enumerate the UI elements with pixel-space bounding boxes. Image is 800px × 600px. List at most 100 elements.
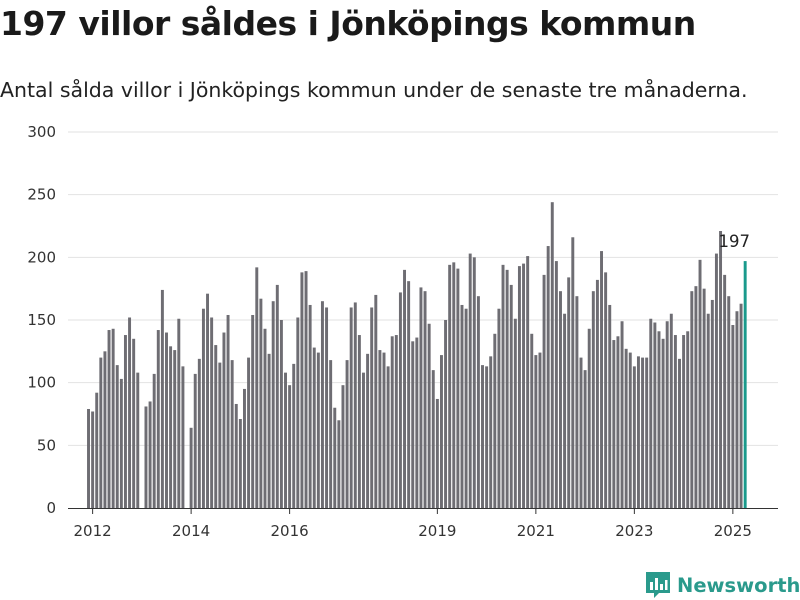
bar-chart: 0 50 100 150 200 250 300 2012 2014 2016 2019 2021 20…	[27, 123, 778, 540]
bar	[267, 353, 271, 508]
bar	[612, 340, 616, 508]
bar	[563, 313, 567, 508]
bar	[476, 296, 480, 508]
bar	[333, 407, 337, 508]
newsworthy-logo-icon	[646, 572, 670, 598]
bar	[513, 318, 517, 508]
data-label: 197	[719, 232, 751, 251]
bar	[710, 299, 714, 508]
bar	[238, 419, 242, 508]
bar	[123, 335, 127, 508]
bar	[505, 269, 509, 508]
bar	[382, 352, 386, 508]
bar	[423, 291, 427, 508]
bar	[370, 307, 374, 508]
x-tick-label: 2012	[74, 522, 112, 540]
bar	[567, 277, 571, 508]
bar	[550, 202, 554, 508]
bar	[493, 333, 497, 508]
bar	[91, 411, 95, 508]
bar	[136, 372, 140, 508]
bar	[177, 318, 181, 508]
bar	[628, 352, 632, 508]
bar	[284, 372, 287, 508]
y-tick-label: 200	[27, 248, 56, 266]
bar	[169, 346, 173, 508]
bar	[501, 264, 505, 508]
bar	[378, 350, 382, 508]
bar	[103, 351, 107, 508]
bar	[657, 331, 661, 508]
y-tick-label: 100	[27, 374, 56, 392]
x-tick-label: 2016	[271, 522, 309, 540]
bar	[247, 357, 251, 508]
bar	[251, 314, 255, 508]
bar	[632, 366, 636, 508]
bar	[661, 338, 665, 508]
bar	[390, 336, 394, 508]
bar	[218, 362, 222, 508]
bar	[690, 291, 694, 508]
bar	[181, 366, 185, 508]
bar	[288, 385, 292, 508]
bar	[345, 360, 349, 508]
bar	[308, 304, 312, 508]
bar	[316, 352, 320, 508]
bar	[255, 267, 259, 508]
x-tick-label: 2023	[615, 522, 653, 540]
bar	[727, 296, 731, 508]
bar	[620, 321, 624, 508]
x-tick-label: 2014	[172, 522, 210, 540]
y-tick-label: 0	[46, 499, 56, 517]
bar	[624, 348, 628, 508]
bar	[271, 301, 275, 508]
bar	[649, 318, 653, 508]
chart-subtitle: Antal sålda villor i Jönköpings kommun u…	[0, 78, 748, 102]
bar	[702, 288, 706, 508]
bar	[678, 358, 681, 508]
bar	[115, 365, 119, 508]
bar	[99, 357, 103, 508]
bar	[530, 333, 534, 508]
bar	[304, 271, 308, 508]
bar	[698, 259, 702, 508]
bar	[234, 403, 238, 508]
bar	[357, 335, 361, 508]
bar	[472, 257, 476, 508]
bar	[353, 302, 357, 508]
bar	[460, 304, 464, 508]
bar	[464, 308, 468, 508]
bar	[230, 360, 234, 508]
bar	[419, 287, 423, 508]
bar	[95, 392, 99, 508]
bar	[427, 323, 431, 508]
bar	[128, 317, 132, 508]
y-tick-label: 250	[27, 186, 56, 204]
bar	[111, 328, 115, 508]
bar	[653, 322, 657, 508]
bar	[636, 356, 640, 508]
bar	[173, 350, 177, 508]
bar	[160, 289, 164, 508]
bar	[526, 256, 530, 508]
bar	[669, 313, 673, 508]
bar	[210, 317, 214, 508]
bar	[485, 366, 489, 508]
y-tick-label: 300	[27, 123, 56, 141]
bar	[403, 269, 406, 508]
bar	[509, 284, 513, 508]
bar	[222, 332, 226, 508]
bar	[719, 231, 723, 508]
bar	[591, 291, 595, 508]
bar	[325, 307, 329, 508]
bar	[517, 266, 521, 508]
bar	[448, 264, 452, 508]
bar	[542, 274, 546, 508]
bar	[366, 353, 370, 508]
x-tick-label: 2021	[517, 522, 555, 540]
gridlines	[68, 131, 778, 446]
bar	[435, 398, 439, 508]
bar	[349, 307, 353, 508]
bar	[206, 293, 210, 508]
bar	[665, 321, 669, 508]
